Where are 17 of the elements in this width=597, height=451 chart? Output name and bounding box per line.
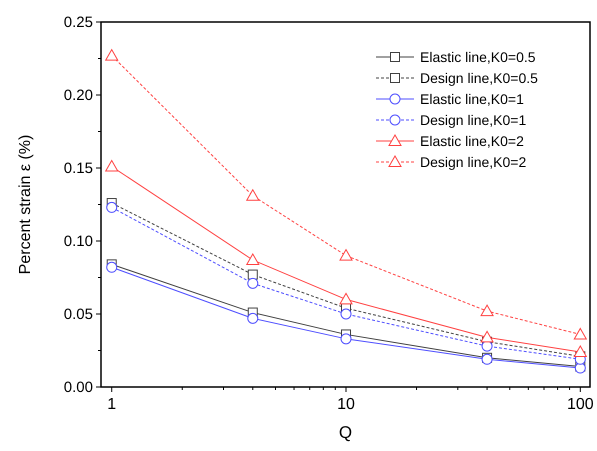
x-tick-label: 10	[337, 396, 356, 413]
y-tick-label: 0.05	[64, 306, 93, 323]
x-tick-label: 1	[107, 396, 116, 413]
legend-label: Design line,K0=0.5	[420, 70, 538, 86]
legend-label: Design line,K0=1	[420, 112, 526, 128]
y-tick-label: 0.25	[64, 14, 93, 31]
legend-label: Elastic line,K0=1	[420, 91, 524, 107]
legend-label: Design line,K0=2	[420, 154, 526, 170]
y-tick-label: 0.20	[64, 87, 93, 104]
y-tick-label: 0.10	[64, 233, 93, 250]
x-axis-title: Q	[338, 423, 352, 442]
y-tick-label: 0.15	[64, 160, 93, 177]
legend-label: Elastic line,K0=0.5	[420, 49, 536, 65]
legend-label: Elastic line,K0=2	[420, 133, 524, 149]
x-tick-label: 100	[566, 396, 594, 413]
y-tick-label: 0.00	[64, 379, 93, 396]
y-axis-title: Percent strain ε (%)	[17, 134, 34, 274]
